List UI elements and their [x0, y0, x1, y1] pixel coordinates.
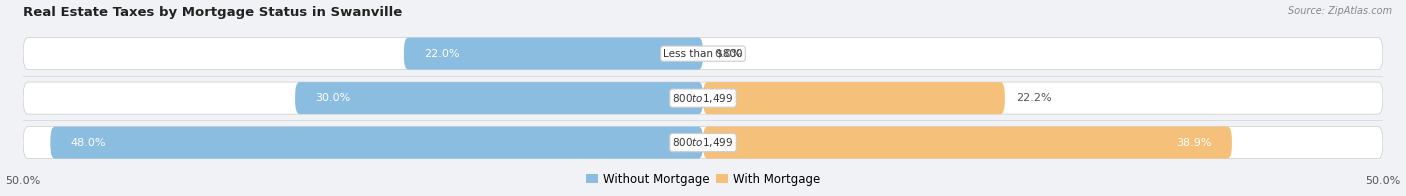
FancyBboxPatch shape: [404, 38, 703, 70]
FancyBboxPatch shape: [295, 82, 703, 114]
Text: $800 to $1,499: $800 to $1,499: [672, 92, 734, 105]
Text: 22.2%: 22.2%: [1015, 93, 1052, 103]
FancyBboxPatch shape: [22, 38, 1384, 70]
Text: $800 to $1,499: $800 to $1,499: [672, 136, 734, 149]
Legend: Without Mortgage, With Mortgage: Without Mortgage, With Mortgage: [581, 168, 825, 191]
FancyBboxPatch shape: [22, 82, 1384, 114]
Text: Real Estate Taxes by Mortgage Status in Swanville: Real Estate Taxes by Mortgage Status in …: [22, 5, 402, 19]
FancyBboxPatch shape: [22, 127, 1384, 159]
FancyBboxPatch shape: [703, 82, 1005, 114]
Text: 30.0%: 30.0%: [315, 93, 350, 103]
FancyBboxPatch shape: [703, 127, 1232, 159]
FancyBboxPatch shape: [51, 127, 703, 159]
Text: Less than $800: Less than $800: [664, 49, 742, 59]
Text: 22.0%: 22.0%: [425, 49, 460, 59]
Text: 38.9%: 38.9%: [1175, 138, 1212, 148]
Text: 48.0%: 48.0%: [70, 138, 107, 148]
Text: Source: ZipAtlas.com: Source: ZipAtlas.com: [1288, 6, 1392, 16]
Text: 0.0%: 0.0%: [714, 49, 742, 59]
